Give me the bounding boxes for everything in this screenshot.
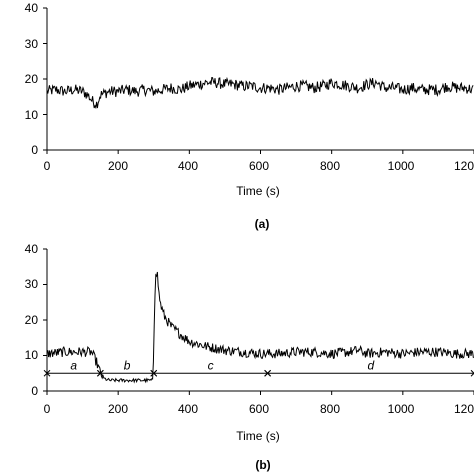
panel-a-y-tick-label-30: 30 xyxy=(25,37,39,51)
panel-b-x-tick-labels: 0 200 400 600 800 1000 120 xyxy=(44,402,474,416)
panel-b-y-tick-label-0: 0 xyxy=(31,384,38,398)
panel-a-y-tick-label-10: 10 xyxy=(25,108,39,122)
panel-a-y-tick-label-40: 40 xyxy=(25,1,39,15)
panel-a-y-tick-label-20: 20 xyxy=(25,72,39,86)
segment-a-marker-start xyxy=(43,369,51,377)
panel-b-label: (b) xyxy=(255,458,270,472)
panel-b-x-tick-label-1000: 1000 xyxy=(388,402,415,416)
segment-d-label: d xyxy=(367,358,374,372)
panel-b-y-tick-label-30: 30 xyxy=(25,277,39,291)
panel-a-x-tick-label-1000: 1000 xyxy=(388,159,415,173)
segment-c-label: c xyxy=(208,358,214,372)
panel-b-x-axis-title: Time (s) xyxy=(236,429,280,443)
panel-b-x-tick-label-0: 0 xyxy=(44,402,51,416)
chart-panel-b: 40 30 20 10 0 0 200 400 600 800 1000 120… xyxy=(25,242,474,472)
panel-a-y-tick-labels: 40 30 20 10 0 xyxy=(25,1,39,157)
panel-b-x-tick-label-800: 800 xyxy=(320,402,340,416)
panel-a-x-tick-labels: 0 200 400 600 800 1000 120 xyxy=(44,159,474,173)
panel-a-label: (a) xyxy=(255,217,270,231)
panel-b-x-tick-label-1200: 120 xyxy=(454,402,474,416)
panel-a-x-tick-label-800: 800 xyxy=(320,159,340,173)
panel-b-series-line-0 xyxy=(46,271,474,384)
panel-a-y-tick-label-0: 0 xyxy=(31,143,38,157)
segment-d-marker-start xyxy=(264,369,271,377)
panel-a-x-tick-label-1200: 120 xyxy=(454,159,474,173)
panel-a-x-axis-title: Time (s) xyxy=(236,184,280,198)
panel-b-x-tick-label-200: 200 xyxy=(108,402,128,416)
panel-a-x-tick-label-200: 200 xyxy=(108,159,128,173)
panel-b-y-tick-labels: 40 30 20 10 0 xyxy=(25,242,39,398)
panel-b-y-tick-label-10: 10 xyxy=(25,348,39,362)
segment-d-marker-end xyxy=(470,369,474,377)
segment-b-marker-start xyxy=(97,369,104,377)
panel-a-series-line-0 xyxy=(46,76,474,110)
segment-b-label: b xyxy=(124,358,131,372)
segment-a-label: a xyxy=(70,358,77,372)
panel-a-x-tick-label-400: 400 xyxy=(178,159,198,173)
panel-a-x-tick-label-0: 0 xyxy=(44,159,51,173)
panel-b-y-tick-label-20: 20 xyxy=(25,313,39,327)
panel-b-y-tick-label-40: 40 xyxy=(25,242,39,256)
panel-b-x-tick-label-600: 600 xyxy=(249,402,269,416)
panel-b-x-tick-label-400: 400 xyxy=(178,402,198,416)
panel-a-x-tick-label-600: 600 xyxy=(249,159,269,173)
chart-panel-a: 40 30 20 10 0 0 200 400 600 800 1000 120… xyxy=(25,1,474,231)
segment-c-marker-start xyxy=(150,369,158,377)
